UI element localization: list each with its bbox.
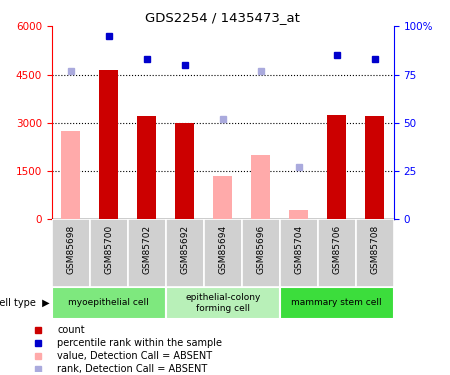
Text: GSM85698: GSM85698 xyxy=(66,225,75,274)
FancyBboxPatch shape xyxy=(166,287,280,319)
Text: cell type  ▶: cell type ▶ xyxy=(0,298,50,308)
FancyBboxPatch shape xyxy=(318,219,356,287)
Bar xyxy=(251,155,270,219)
Title: GDS2254 / 1435473_at: GDS2254 / 1435473_at xyxy=(145,11,300,24)
FancyBboxPatch shape xyxy=(90,219,128,287)
Bar xyxy=(327,115,346,219)
FancyBboxPatch shape xyxy=(166,219,204,287)
FancyBboxPatch shape xyxy=(128,219,166,287)
Text: count: count xyxy=(57,325,85,335)
Text: rank, Detection Call = ABSENT: rank, Detection Call = ABSENT xyxy=(57,364,207,374)
FancyBboxPatch shape xyxy=(242,219,280,287)
FancyBboxPatch shape xyxy=(52,287,166,319)
Text: GSM85704: GSM85704 xyxy=(294,225,303,274)
Text: epithelial-colony
forming cell: epithelial-colony forming cell xyxy=(185,293,261,312)
Text: GSM85708: GSM85708 xyxy=(370,225,379,274)
Text: GSM85696: GSM85696 xyxy=(256,225,265,274)
Text: GSM85706: GSM85706 xyxy=(332,225,341,274)
Bar xyxy=(61,131,80,219)
Text: GSM85700: GSM85700 xyxy=(104,225,113,274)
Text: value, Detection Call = ABSENT: value, Detection Call = ABSENT xyxy=(57,351,212,361)
Text: percentile rank within the sample: percentile rank within the sample xyxy=(57,338,222,348)
Text: GSM85694: GSM85694 xyxy=(218,225,227,274)
Bar xyxy=(137,116,156,219)
Text: GSM85702: GSM85702 xyxy=(142,225,151,274)
Bar xyxy=(213,176,232,219)
Bar xyxy=(175,123,194,219)
FancyBboxPatch shape xyxy=(204,219,242,287)
Bar xyxy=(99,70,118,219)
FancyBboxPatch shape xyxy=(280,219,318,287)
Text: mammary stem cell: mammary stem cell xyxy=(292,298,382,307)
FancyBboxPatch shape xyxy=(356,219,394,287)
Text: GSM85692: GSM85692 xyxy=(180,225,189,274)
Bar xyxy=(365,116,384,219)
Bar xyxy=(289,210,308,219)
FancyBboxPatch shape xyxy=(52,219,90,287)
FancyBboxPatch shape xyxy=(280,287,394,319)
Text: myoepithelial cell: myoepithelial cell xyxy=(68,298,149,307)
